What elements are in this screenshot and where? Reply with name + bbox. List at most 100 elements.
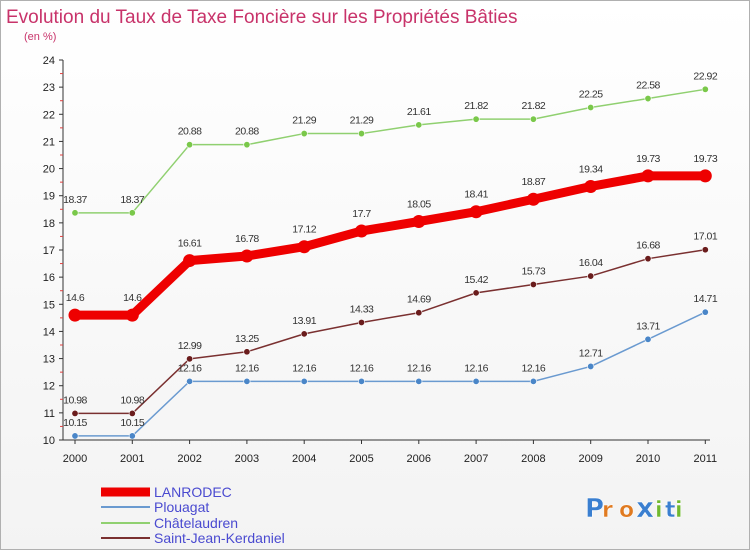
legend-label-saint-jean-kerdaniel: Saint-Jean-Kerdaniel [154,530,285,546]
legend-label-plouagat: Plouagat [154,499,209,515]
y-tick-label: 12 [43,381,55,393]
x-tick-label: 2008 [521,453,545,465]
data-label-ch-telaudren: 20.88 [178,126,202,138]
y-tick-label: 20 [43,164,55,176]
data-point-plouagat [587,362,595,370]
data-label-saint-jean-kerdaniel: 14.69 [407,294,431,306]
data-point-saint-jean-kerdaniel [71,409,79,417]
data-label-ch-telaudren: 18.37 [63,194,87,206]
chart-title: Evolution du Taux de Taxe Foncière sur l… [6,7,518,28]
y-tick-label: 14 [43,326,55,338]
data-label-lanrodec: 17.7 [352,208,371,220]
logo-letter: i [655,498,663,523]
data-label-lanrodec: 18.05 [407,199,431,211]
y-tick-label: 10 [43,435,55,447]
legend: LANRODECPlouagatChâtelaudrenSaint-Jean-K… [101,484,285,546]
data-label-saint-jean-kerdaniel: 15.42 [464,274,488,286]
data-label-lanrodec: 19.73 [693,153,717,165]
x-tick-label: 2006 [407,453,431,465]
logo-letter: r [602,498,613,523]
data-label-saint-jean-kerdaniel: 13.91 [292,315,316,327]
data-point-ch-telaudren [357,130,365,138]
data-label-ch-telaudren: 22.25 [579,89,603,101]
data-label-saint-jean-kerdaniel: 16.04 [579,257,603,269]
logo-letter: P [585,494,604,524]
data-label-lanrodec: 18.87 [522,176,546,188]
data-point-plouagat [300,377,308,385]
data-point-ch-telaudren [128,209,136,217]
y-tick-label: 18 [43,218,55,230]
data-point-ch-telaudren [71,209,79,217]
series-line-plouagat [74,311,707,437]
data-label-ch-telaudren: 21.82 [464,100,488,112]
data-point-saint-jean-kerdaniel [644,255,652,263]
data-point-lanrodec [240,249,254,263]
y-tick-label: 13 [43,354,55,366]
data-point-plouagat [415,377,423,385]
data-label-plouagat: 12.16 [292,362,316,374]
logo-letter: x [636,491,654,524]
logo-letter: o [619,498,634,523]
data-point-plouagat [243,377,251,385]
data-point-plouagat [128,432,136,440]
data-label-plouagat: 12.16 [407,362,431,374]
legend-label-lanrodec: LANRODEC [154,484,232,500]
y-tick-label: 19 [43,191,55,203]
data-label-plouagat: 12.16 [350,362,374,374]
series-group [68,85,712,440]
data-label-saint-jean-kerdaniel: 12.99 [178,340,202,352]
data-label-ch-telaudren: 21.29 [350,115,374,127]
data-point-lanrodec [297,240,311,254]
data-point-lanrodec [355,224,368,238]
data-label-plouagat: 14.71 [693,293,717,305]
data-label-plouagat: 12.16 [178,362,202,374]
data-label-lanrodec: 17.12 [292,224,316,236]
data-point-plouagat [472,377,480,385]
data-point-ch-telaudren [243,141,251,149]
data-point-ch-telaudren [701,85,709,93]
data-label-lanrodec: 14.6 [123,292,142,304]
data-label-lanrodec: 18.41 [464,189,488,201]
data-label-lanrodec: 19.73 [636,153,660,165]
x-tick-label: 2002 [177,453,201,465]
proxiti-logo: Pr o x i t i [585,491,683,525]
y-tick-label: 15 [43,299,55,311]
data-label-ch-telaudren: 21.29 [292,115,316,127]
x-tick-label: 2011 [693,453,717,465]
data-point-ch-telaudren [644,95,652,103]
data-point-plouagat [71,432,79,440]
data-label-lanrodec: 16.78 [235,233,259,245]
y-tick-label: 16 [43,272,55,284]
data-point-ch-telaudren [186,141,194,149]
data-label-ch-telaudren: 22.92 [693,70,717,82]
series-line-ch-telaudren [74,88,707,214]
data-point-ch-telaudren [472,115,480,123]
data-label-plouagat: 12.16 [235,362,259,374]
data-point-lanrodec [125,308,139,322]
data-point-saint-jean-kerdaniel [128,409,136,417]
axes: 10 11 12 13 14 15 16 17 18 19 20 21 22 23 24 2000 2001 20… [43,55,717,465]
data-point-lanrodec [584,179,598,193]
data-point-ch-telaudren [415,121,423,129]
data-point-saint-jean-kerdaniel [472,289,480,297]
logo-letter: i [675,498,683,523]
data-label-saint-jean-kerdaniel: 10.98 [120,394,144,406]
data-label-plouagat: 13.71 [636,320,660,332]
data-label-lanrodec: 14.6 [66,292,85,304]
data-point-saint-jean-kerdaniel [186,355,194,363]
x-tick-label: 2005 [349,453,373,465]
y-tick-label: 22 [43,109,55,121]
data-point-saint-jean-kerdaniel [701,246,709,254]
data-label-saint-jean-kerdaniel: 14.33 [350,303,374,315]
data-point-plouagat [644,335,652,343]
data-point-plouagat [186,377,194,385]
data-label-saint-jean-kerdaniel: 10.98 [63,394,87,406]
series-line-lanrodec [70,171,710,320]
data-label-saint-jean-kerdaniel: 16.68 [636,240,660,252]
data-label-ch-telaudren: 20.88 [235,126,259,138]
data-point-lanrodec [698,169,712,183]
data-label-ch-telaudren: 22.58 [636,80,660,92]
x-tick-label: 2001 [120,453,144,465]
y-tick-label: 24 [43,55,55,67]
